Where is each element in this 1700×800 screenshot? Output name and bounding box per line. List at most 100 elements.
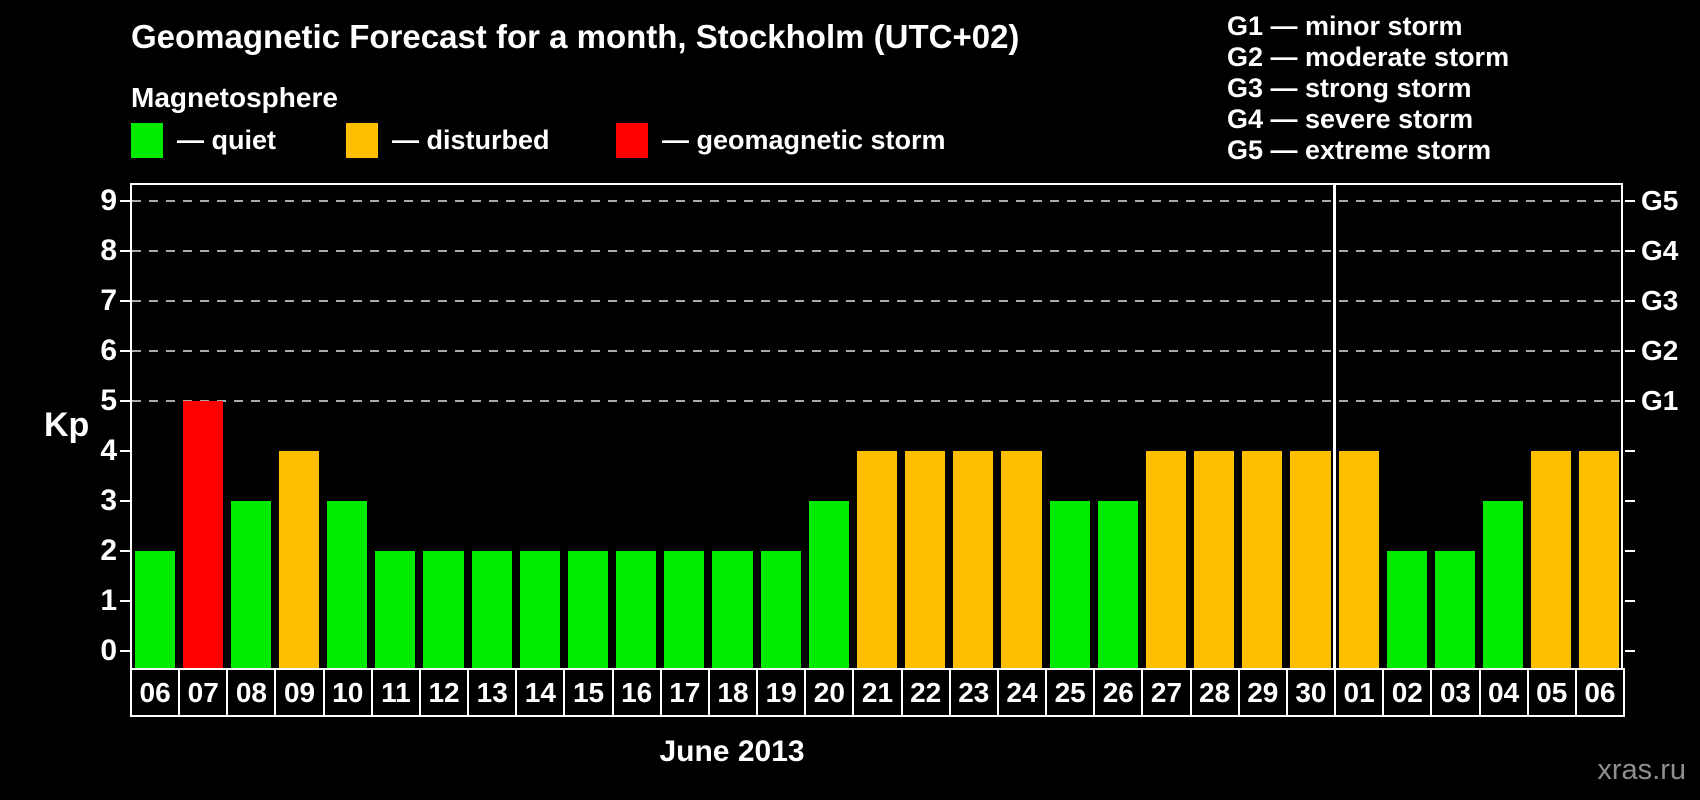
date-box-20-day-26: 26 — [1093, 668, 1144, 717]
gridline-kp-5 — [132, 400, 1621, 402]
date-box-21-day-27: 27 — [1141, 668, 1192, 717]
date-box-23-day-29: 29 — [1237, 668, 1288, 717]
y-tick-right-9 — [1625, 200, 1635, 202]
kp-bar-13-day-19 — [760, 551, 801, 668]
date-box-7-day-13: 13 — [467, 668, 518, 717]
y-axis-label-kp: Kp — [44, 406, 90, 444]
date-box-22-day-28: 28 — [1189, 668, 1240, 717]
y-tick-left-9 — [120, 200, 130, 202]
date-box-15-day-21: 21 — [852, 668, 903, 717]
date-box-30-day-06: 06 — [1574, 668, 1625, 717]
y-tick-left-2 — [120, 550, 130, 552]
gridline-kp-7 — [132, 300, 1621, 302]
kp-bar-18-day-24 — [1001, 451, 1042, 668]
date-box-1-day-07: 07 — [178, 668, 229, 717]
kp-bar-22-day-28 — [1194, 451, 1235, 668]
kp-bar-4-day-10 — [327, 501, 368, 668]
legend-label-quiet: — quiet — [177, 124, 276, 155]
y-tick-right-8 — [1625, 250, 1635, 252]
legend-label-storm: — geomagnetic storm — [662, 124, 946, 155]
legend-item-storm: — geomagnetic storm — [616, 121, 946, 159]
date-box-3-day-09: 09 — [274, 668, 325, 717]
y-tick-right-7 — [1625, 300, 1635, 302]
kp-bar-3-day-09 — [278, 451, 320, 668]
g-scale-legend: G1 — minor storm G2 — moderate storm G3 — … — [1227, 11, 1509, 166]
legend-item-disturbed: — disturbed — [346, 121, 550, 159]
y-tick-left-5 — [120, 400, 130, 402]
plot-area-border — [130, 183, 1623, 668]
kp-bar-2-day-08 — [230, 501, 271, 668]
date-box-19-day-25: 25 — [1045, 668, 1096, 717]
g-scale-legend-line-2: G2 — moderate storm — [1227, 42, 1510, 72]
x-axis-month-label: June 2013 — [659, 735, 805, 768]
g-scale-legend-line-1: G1 — minor storm — [1227, 11, 1463, 41]
storm-color-swatch — [616, 122, 648, 158]
kp-bar-1-day-07 — [182, 401, 223, 668]
magnetosphere-subtitle: Magnetosphere — [131, 82, 338, 113]
kp-bar-30-day-06 — [1579, 451, 1620, 668]
date-box-25-day-01: 01 — [1334, 668, 1385, 717]
date-box-18-day-24: 24 — [996, 668, 1048, 717]
y-tick-left-6 — [120, 350, 130, 352]
y-axis-tick-label-5: 5 — [100, 384, 117, 417]
xras-watermark: xras.ru — [1597, 754, 1686, 786]
kp-bar-7-day-13 — [471, 551, 512, 668]
kp-bar-16-day-22 — [905, 451, 946, 668]
date-box-24-day-30: 30 — [1285, 668, 1337, 717]
gridline-kp-9 — [132, 200, 1621, 202]
g-axis-label-g3: G3 — [1641, 285, 1679, 316]
y-axis-tick-label-2: 2 — [100, 534, 117, 567]
y-axis-tick-label-0: 0 — [100, 634, 117, 667]
date-box-14-day-20: 20 — [804, 668, 855, 717]
y-tick-right-2 — [1625, 550, 1635, 552]
y-tick-right-3 — [1625, 500, 1635, 502]
y-tick-left-0 — [120, 650, 130, 652]
kp-bar-15-day-21 — [856, 451, 898, 668]
disturbed-color-swatch — [346, 122, 378, 158]
g-scale-legend-line-3: G3 — strong storm — [1227, 73, 1472, 103]
y-tick-left-1 — [120, 600, 130, 602]
g-scale-legend-line-5: G5 — extreme storm — [1227, 135, 1492, 165]
date-box-5-day-11: 11 — [370, 668, 421, 717]
kp-bar-20-day-26 — [1097, 501, 1138, 668]
kp-bar-14-day-20 — [808, 501, 849, 668]
kp-bar-9-day-15 — [567, 551, 609, 668]
kp-bar-6-day-12 — [423, 551, 464, 668]
kp-bar-23-day-29 — [1242, 451, 1283, 668]
date-box-2-day-08: 08 — [226, 668, 277, 717]
chart-title: Geomagnetic Forecast for a month, Stockh… — [131, 18, 1020, 55]
y-axis-tick-label-1: 1 — [100, 584, 117, 617]
kp-bar-0-day-06 — [134, 551, 175, 668]
date-box-8-day-14: 14 — [515, 668, 566, 717]
date-box-0-day-06: 06 — [130, 668, 181, 717]
y-axis-tick-label-3: 3 — [100, 484, 117, 517]
y-axis-tick-label-4: 4 — [100, 434, 117, 467]
y-tick-left-4 — [120, 450, 130, 452]
date-box-10-day-16: 16 — [611, 668, 662, 717]
kp-bar-12-day-18 — [712, 551, 753, 668]
legend-item-quiet: — quiet — [131, 121, 276, 159]
y-axis-tick-label-7: 7 — [100, 284, 117, 317]
date-box-17-day-23: 23 — [948, 668, 999, 717]
kp-bar-29-day-05 — [1531, 451, 1572, 668]
quiet-color-swatch — [131, 122, 163, 158]
y-tick-left-3 — [120, 500, 130, 502]
gridline-kp-8 — [132, 250, 1621, 252]
date-box-4-day-10: 10 — [322, 668, 373, 717]
y-tick-right-5 — [1625, 400, 1635, 402]
kp-bar-28-day-04 — [1483, 501, 1524, 668]
y-axis-tick-label-8: 8 — [100, 234, 117, 267]
kp-bar-5-day-11 — [375, 551, 416, 668]
date-box-28-day-04: 04 — [1478, 668, 1529, 717]
kp-bar-24-day-30 — [1290, 451, 1331, 668]
g-axis-label-g2: G2 — [1641, 335, 1679, 366]
date-box-26-day-02: 02 — [1382, 668, 1433, 717]
kp-bar-17-day-23 — [953, 451, 994, 668]
kp-bar-8-day-14 — [519, 551, 560, 668]
kp-bar-21-day-27 — [1145, 451, 1187, 668]
kp-bar-27-day-03 — [1434, 551, 1475, 668]
y-axis-tick-label-9: 9 — [100, 184, 117, 217]
kp-bar-11-day-17 — [664, 551, 705, 668]
date-box-27-day-03: 03 — [1430, 668, 1481, 717]
